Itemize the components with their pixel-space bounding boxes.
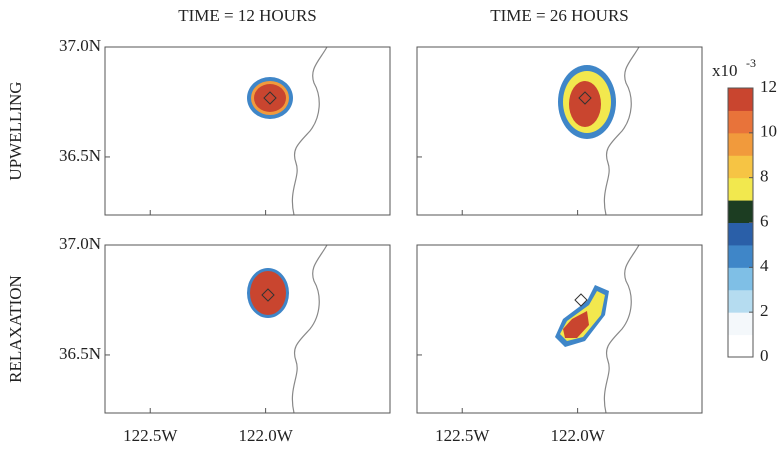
colorbar-band [728, 200, 753, 223]
lon-tick-label: 122.5W [435, 426, 490, 445]
panel [247, 46, 328, 216]
coastline [291, 244, 328, 414]
colorbar-tick-label: 10 [760, 122, 777, 141]
plume-core [563, 311, 589, 338]
colorbar-tick-label: 8 [760, 167, 769, 186]
lat-tick-label: 37.0N [59, 36, 101, 55]
colorbar-tick-label: 2 [760, 301, 769, 320]
panel [555, 244, 640, 414]
row-label: UPWELLING [6, 81, 25, 180]
lon-tick-label: 122.0W [550, 426, 605, 445]
colorbar-band [728, 312, 753, 336]
colorbar-tick-label: 12 [760, 77, 777, 96]
colorbar-band [728, 155, 753, 179]
release-site [574, 293, 588, 307]
panel [247, 244, 328, 414]
colorbar-band [728, 267, 753, 291]
panel [558, 46, 640, 216]
colorbar-tick-label: 0 [760, 346, 769, 365]
column-title: TIME = 12 HOURS [178, 6, 317, 25]
coastline [603, 46, 640, 216]
colorbar-band [728, 110, 753, 134]
coastline [291, 46, 328, 216]
row-label: RELAXATION [6, 275, 25, 383]
colorbar-band [728, 244, 753, 268]
coastline [603, 244, 640, 414]
lat-tick-label: 36.5N [59, 344, 101, 363]
panel-frame [104, 46, 391, 216]
plume-core [254, 84, 286, 112]
lon-tick-label: 122.5W [123, 426, 178, 445]
lat-tick-label: 36.5N [59, 146, 101, 165]
release-site [261, 288, 275, 302]
colorbar-unit-exponent: -3 [746, 56, 756, 70]
release-site [578, 91, 592, 105]
panel-frame [104, 244, 391, 414]
colorbar-tick-label: 4 [760, 256, 769, 275]
panel-frame [416, 46, 703, 216]
lat-tick-label: 37.0N [59, 234, 101, 253]
colorbar-band [728, 222, 753, 246]
colorbar-unit: x10 [712, 61, 738, 80]
colorbar-band [728, 177, 753, 201]
release-site [263, 91, 277, 105]
colorbar-band [728, 289, 753, 313]
colorbar-band [728, 334, 753, 358]
colorbar-tick-label: 6 [760, 211, 769, 230]
colorbar-band [728, 132, 753, 156]
plume-core [250, 271, 286, 315]
panel-frame [416, 244, 703, 414]
lon-tick-label: 122.0W [238, 426, 293, 445]
colorbar-band [728, 88, 753, 111]
column-title: TIME = 26 HOURS [490, 6, 629, 25]
